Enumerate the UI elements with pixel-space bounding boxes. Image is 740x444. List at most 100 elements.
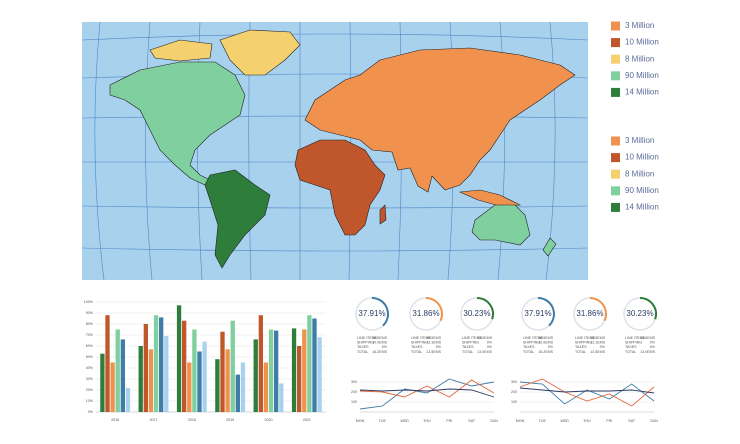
detail-label: LINE ITEMS (462, 336, 483, 340)
y-tick-label: 100% (84, 300, 94, 304)
bar (176, 305, 182, 412)
legends: 3 Million 10 Million 8 Million 90 Million 14… (611, 21, 659, 212)
donut-arc (639, 297, 657, 320)
line-series (359, 388, 495, 398)
x-tick-label: 2021 (303, 418, 311, 422)
line-series (359, 379, 495, 398)
donut-arc (425, 297, 443, 322)
detail-label: TAXES (411, 345, 423, 349)
southeast-asia-islands (458, 189, 522, 207)
line-series (519, 387, 655, 394)
legend-swatch (611, 153, 620, 163)
y-tick-label: 70% (86, 333, 94, 337)
y-tick-label: 80% (86, 322, 94, 326)
x-tick-label: 2019 (226, 418, 234, 422)
bar (125, 387, 131, 412)
detail-label: SHIPPING (357, 341, 374, 345)
detail-label: TAXES (625, 345, 637, 349)
bar (297, 346, 302, 412)
detail-value: 13.5EMS (426, 350, 441, 354)
donut-label: 37.91% (524, 309, 551, 318)
x-tick-label: 2018 (188, 418, 196, 422)
greenland (219, 29, 301, 76)
detail-label: TOTAL (462, 350, 473, 354)
bar (312, 318, 317, 412)
detail-value: 0% (382, 345, 388, 349)
donut-arc (371, 297, 389, 327)
detail-value: 16.5EMS (372, 336, 387, 340)
legend-label: 14 Million (625, 88, 659, 97)
arctic-islands (149, 39, 213, 62)
detail-label: TOTAL (625, 350, 636, 354)
detail-label: LINE ITEMS (357, 336, 378, 340)
y-tick-label: 100 (511, 400, 517, 404)
legend-swatch (611, 202, 620, 212)
bar (110, 362, 115, 412)
detail-value: 0% (650, 341, 656, 345)
detail-label: LINE ITEMS (625, 336, 646, 340)
detail-label: TAXES (575, 345, 587, 349)
detail-value: 15.5EMS (426, 336, 441, 340)
x-tick-label: THU (583, 419, 591, 423)
bar (120, 339, 125, 412)
x-tick-label: SUN (650, 419, 658, 423)
x-tick-label: THU (423, 419, 431, 423)
legend-label: 3 Million (625, 136, 654, 145)
detail-value: 0% (487, 341, 493, 345)
bar (230, 320, 235, 412)
bar (115, 329, 120, 412)
bar (192, 329, 197, 412)
charts: 0% 10% 20% 30% 40% 50% 60% 70% 80% 90% 100% 2016 201… (84, 297, 658, 423)
detail-label: SHIPPING (523, 341, 540, 345)
legend-swatch (611, 71, 620, 81)
detail-label: SHIPPING (411, 341, 428, 345)
donut-arc (589, 297, 607, 322)
bar (148, 349, 154, 412)
x-tick-label: SAT (468, 419, 476, 423)
y-tick-label: 90% (86, 311, 94, 315)
detail-label: SHIPPING (625, 341, 642, 345)
y-tick-label: 40% (86, 366, 94, 370)
detail-value: 13.1EMS (426, 341, 441, 345)
bar (253, 339, 258, 412)
line-series (519, 381, 655, 405)
x-tick-label: FRI (446, 419, 452, 423)
y-tick-label: 20% (86, 388, 94, 392)
detail-label: TAXES (523, 345, 535, 349)
bar (225, 349, 230, 412)
detail-value: 10.0EMS (372, 341, 387, 345)
detail-value: 16.2EMS (538, 350, 553, 354)
detail-value: 13.1EMS (590, 341, 605, 345)
y-tick-label: 30% (86, 377, 94, 381)
detail-label: TOTAL (575, 350, 586, 354)
bar (258, 315, 263, 412)
x-tick-label: SUN (490, 419, 498, 423)
legend-label: 14 Million (625, 203, 659, 212)
detail-label: TOTAL (357, 350, 368, 354)
detail-value: 13.0EMS (477, 350, 492, 354)
bar (220, 331, 225, 412)
bar (240, 362, 246, 412)
detail-label: TAXES (357, 345, 369, 349)
detail-value: 10.0EMS (538, 341, 553, 345)
eurasia (304, 47, 576, 193)
line-series (519, 378, 655, 407)
legend-swatch (611, 186, 620, 196)
legend-label: 90 Million (625, 71, 659, 80)
legend-label: 10 Million (625, 153, 659, 162)
detail-label: TOTAL (523, 350, 534, 354)
bar (215, 359, 220, 412)
legend-label: 8 Million (625, 169, 654, 178)
bar (187, 362, 192, 412)
detail-label: LINE ITEMS (411, 336, 432, 340)
bar (197, 351, 202, 412)
detail-value: 0% (487, 345, 493, 349)
bar (235, 374, 240, 412)
detail-label: LINE ITEMS (523, 336, 544, 340)
bar (268, 329, 274, 412)
x-tick-label: MON (516, 419, 525, 423)
australia (471, 204, 531, 246)
detail-value: 16.5EMS (538, 336, 553, 340)
y-tick-label: 200 (511, 390, 517, 394)
